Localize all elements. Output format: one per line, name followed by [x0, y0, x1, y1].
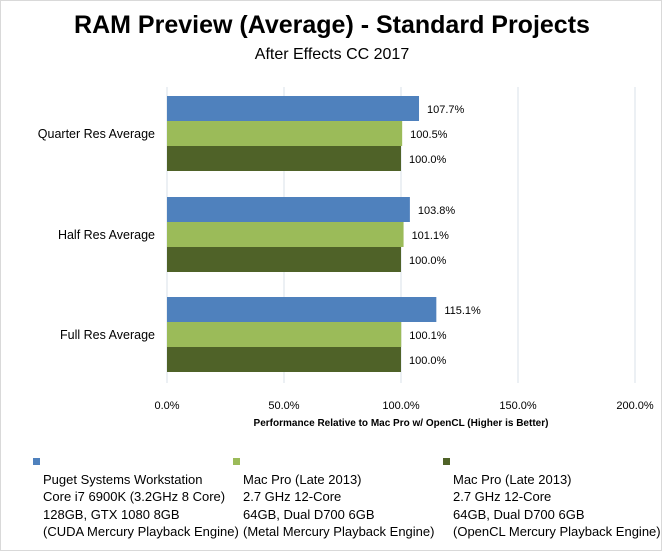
data-label: 100.0%: [409, 355, 447, 367]
bar-1-2: [167, 322, 402, 347]
legend-swatch: [233, 458, 240, 465]
chart-subtitle: After Effects CC 2017: [254, 46, 410, 63]
legend-text: Mac Pro (Late 2013): [243, 471, 362, 487]
data-label: 100.0%: [409, 255, 447, 267]
data-label: 115.1%: [444, 305, 481, 317]
legend-text: 2.7 GHz 12-Core: [453, 489, 552, 504]
bar-1-1: [167, 222, 404, 247]
data-label: 100.1%: [409, 330, 447, 342]
legend-text: 64GB, Dual D700 6GB: [453, 506, 585, 522]
x-tick-label: 100.0%: [382, 400, 420, 412]
data-label: 100.0%: [409, 154, 447, 166]
bar-2-2: [167, 347, 401, 372]
category-label: Half Res Average: [58, 228, 155, 242]
data-label: 107.7%: [427, 104, 465, 116]
legend-swatch: [443, 458, 450, 465]
legend-item: Mac Pro (Late 2013) 2.7 GHz 12-Core 64GB, …: [233, 453, 434, 541]
x-tick-label: 0.0%: [154, 400, 179, 412]
x-tick-label: 200.0%: [616, 400, 654, 412]
legend-text: 2.7 GHz 12-Core: [243, 489, 342, 504]
legend-text: (CUDA Mercury Playback Engine): [43, 524, 239, 539]
bar-0-2: [167, 297, 437, 322]
legend-text: (OpenCL Mercury Playback Engine): [453, 524, 661, 539]
x-axis-title: Performance Relative to Mac Pro w/ OpenC…: [254, 418, 549, 429]
legend-text: (Metal Mercury Playback Engine): [243, 524, 435, 539]
legend-text: 128GB, GTX 1080 8GB: [43, 506, 180, 522]
data-label: 101.1%: [412, 230, 450, 242]
x-tick-label: 150.0%: [499, 400, 537, 412]
bar-2-0: [167, 146, 401, 171]
legend-item: Mac Pro (Late 2013) 2.7 GHz 12-Core 64GB, …: [443, 453, 661, 541]
legend-swatch: [33, 458, 40, 465]
chart-title: RAM Preview (Average) - Standard Project…: [74, 11, 590, 39]
bar-0-1: [167, 197, 410, 222]
category-label: Quarter Res Average: [38, 127, 155, 141]
legend-text: Mac Pro (Late 2013): [453, 471, 572, 487]
data-label: 100.5%: [410, 129, 448, 141]
legend-text: Puget Systems Workstation: [43, 471, 203, 487]
bar-2-1: [167, 247, 401, 272]
bar-0-0: [167, 96, 420, 121]
legend-text: 64GB, Dual D700 6GB: [243, 506, 375, 522]
legend-item: Puget Systems Workstation Core i7 6900K (…: [33, 453, 239, 541]
bar-1-0: [167, 121, 403, 146]
data-label: 103.8%: [418, 205, 456, 217]
category-label: Full Res Average: [60, 328, 155, 342]
x-tick-label: 50.0%: [268, 400, 299, 412]
legend-text: Core i7 6900K (3.2GHz 8 Core): [43, 489, 226, 504]
